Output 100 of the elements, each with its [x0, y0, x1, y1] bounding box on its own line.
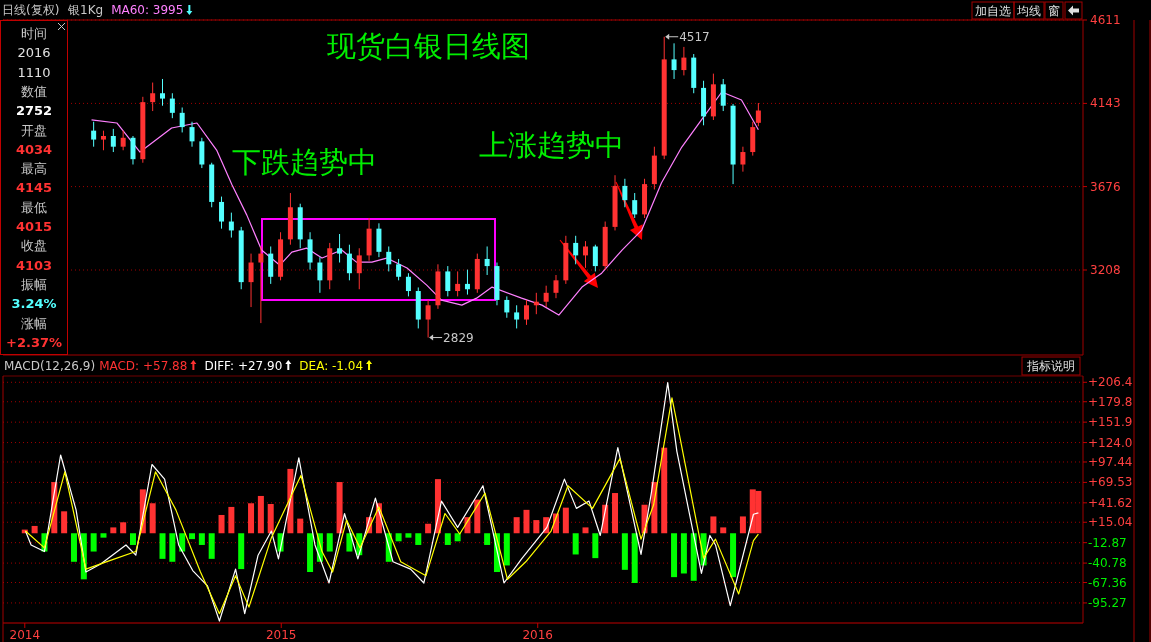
y-tick-label: +97.44: [1088, 454, 1133, 469]
candlestick: [523, 299, 529, 326]
bar: [395, 533, 402, 542]
text: 指标说明: [1026, 359, 1075, 373]
bar: [159, 533, 166, 559]
bar: [198, 533, 205, 545]
y-tick-label: +15.04: [1088, 515, 1133, 530]
text: 加自选: [975, 4, 1011, 18]
bar: [248, 503, 255, 534]
bar: [474, 499, 481, 534]
bar: [710, 516, 717, 534]
bar: [110, 527, 117, 534]
candlestick: [740, 146, 746, 173]
bar: [179, 533, 186, 552]
y-tick-label: 4611: [1090, 13, 1121, 27]
bar: [90, 533, 97, 552]
annotation: 涨幅: [21, 315, 47, 331]
y-tick-label: -95.27: [1088, 595, 1127, 610]
annotation: 上涨趋势中: [479, 128, 624, 162]
annotation: +2.37%: [6, 334, 62, 350]
bar: [267, 504, 274, 534]
candlestick: [258, 245, 264, 324]
text: 银1Kg: [67, 3, 104, 17]
bar: [307, 533, 314, 573]
bar: [484, 533, 491, 545]
annotation: 最高: [21, 161, 47, 177]
bar: [592, 533, 599, 559]
y-tick-label: +151.9: [1088, 415, 1133, 430]
candlestick: [169, 92, 175, 119]
text: 日线(复权): [2, 3, 60, 17]
annotation: 2752: [15, 103, 53, 119]
candlestick: [592, 244, 598, 272]
annotation: 4517: [679, 29, 710, 44]
y-tick-label: -40.78: [1088, 556, 1127, 571]
y-tick-label: +179.8: [1088, 394, 1133, 409]
candlestick: [755, 102, 761, 127]
bar: [336, 482, 343, 534]
bar: [503, 533, 510, 566]
annotation: 数值: [21, 83, 47, 99]
y-tick-label: 3676: [1090, 179, 1121, 194]
y-tick-label: 3208: [1090, 263, 1121, 277]
y-tick-label: -12.87: [1088, 535, 1127, 550]
annotation: 2016: [17, 45, 51, 61]
bar: [257, 495, 264, 534]
bar: [31, 525, 38, 534]
text: 窗: [1048, 4, 1060, 18]
candlestick: [464, 269, 470, 296]
bar: [612, 493, 619, 534]
candlestick: [455, 270, 461, 297]
candlestick: [622, 178, 628, 208]
annotation: 最低: [21, 199, 47, 215]
bar: [444, 533, 451, 545]
y-tick-label: +206.4: [1088, 375, 1133, 390]
annotation: 1110: [17, 64, 51, 80]
x-tick-label: 2016: [522, 628, 553, 642]
bar: [228, 506, 235, 534]
candlestick: [405, 272, 411, 297]
candlestick: [484, 245, 490, 276]
annotation: 3.24%: [11, 296, 57, 312]
candlestick: [179, 106, 185, 133]
candlestick: [543, 285, 549, 308]
bar: [100, 533, 107, 538]
candlestick: [514, 304, 520, 329]
candlestick: [268, 245, 274, 285]
bar: [572, 533, 579, 555]
candlestick: [189, 121, 195, 148]
candlestick: [317, 256, 323, 294]
annotation: 4015: [15, 219, 53, 234]
y-tick-label: +69.53: [1088, 475, 1133, 490]
bar: [661, 447, 668, 534]
bar: [169, 533, 176, 562]
bar: [671, 533, 678, 578]
bar: [533, 520, 540, 534]
annotation: 下跌趋势中: [232, 145, 377, 179]
bar: [238, 533, 245, 570]
bar: [523, 509, 530, 534]
bar: [621, 533, 628, 570]
candlestick: [504, 295, 510, 319]
annotation: 收盘: [21, 238, 47, 254]
y-tick-label: +41.62: [1088, 495, 1133, 510]
bar: [631, 533, 638, 583]
candlestick: [720, 78, 726, 112]
annotation: 时间: [21, 26, 47, 41]
chart-title: 现货白银日线图: [326, 29, 530, 63]
candlestick: [248, 253, 254, 308]
y-tick-label: +124.0: [1088, 435, 1133, 450]
bar: [346, 533, 353, 552]
bar: [120, 522, 127, 534]
bar: [730, 533, 737, 578]
bar: [61, 511, 68, 534]
bar: [129, 533, 136, 545]
legend-label: DIFF: +27.90: [204, 359, 283, 373]
candlestick: [150, 82, 156, 112]
bar: [690, 533, 697, 581]
bar: [425, 523, 432, 534]
x-tick-label: 2015: [265, 628, 297, 642]
y-tick-label: 4143: [1090, 96, 1121, 111]
candlestick: [110, 128, 116, 153]
candlestick: [671, 42, 677, 80]
candlestick: [337, 233, 343, 264]
